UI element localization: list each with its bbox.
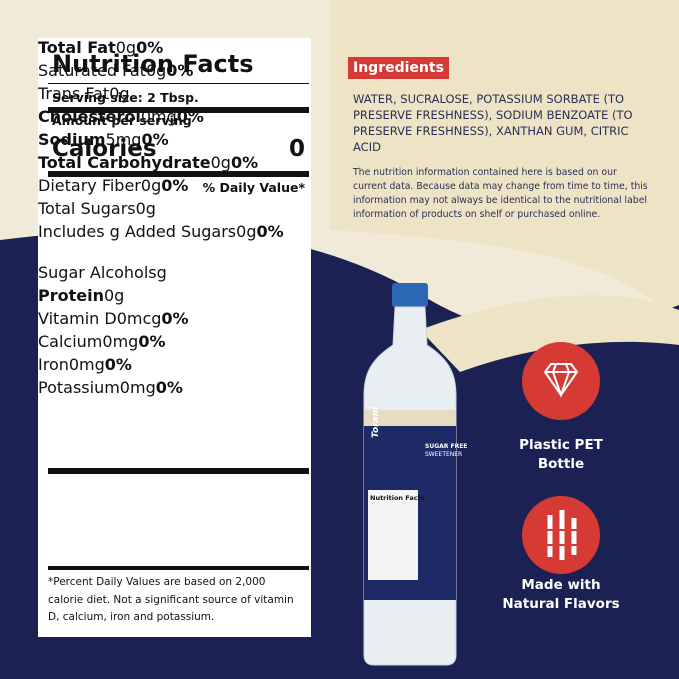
bottle-text: Nutrition Facts xyxy=(370,494,425,502)
nf-dv: 0% xyxy=(161,309,189,328)
feature-icon xyxy=(522,342,600,420)
nf-label: Total Carbohydrate xyxy=(38,153,211,172)
nf-amount: 0mg xyxy=(102,332,139,351)
nf-label: Potassium xyxy=(38,378,120,397)
nf-amount: 0g xyxy=(135,199,156,218)
nf-row: Sodium5mg0% xyxy=(38,130,311,153)
nf-amount: 0g xyxy=(103,286,125,305)
nf-label: Includes g Added Sugars xyxy=(38,222,237,241)
nf-dv: 0% xyxy=(230,153,259,172)
nf-label: Iron xyxy=(38,355,69,374)
nf-label: Total Sugars xyxy=(38,199,136,218)
nf-row: Calcium0mg0% xyxy=(38,332,311,355)
nf-label: Sodium xyxy=(38,130,106,149)
nf-row: Total Fat0g0% xyxy=(38,38,311,61)
disclaimer: The nutrition information contained here… xyxy=(353,167,648,220)
feature-label: Made with Natural Flavors xyxy=(502,577,620,612)
bottle-text: SWEETENER xyxy=(425,451,462,458)
ingredients-heading: Ingredients xyxy=(348,57,449,79)
calories-value: 0 xyxy=(288,136,305,162)
nf-label: Saturated Fat xyxy=(38,61,146,80)
nf-label: Trans Fat xyxy=(38,84,110,103)
nf-amount: 0g xyxy=(210,153,231,172)
nf-row: Dietary Fiber0g0% xyxy=(38,176,311,199)
diamond-icon xyxy=(543,363,579,399)
nf-label: Calcium xyxy=(38,332,103,351)
nf-label: Total Fat xyxy=(38,38,116,57)
dv-header: % Daily Value* xyxy=(202,180,305,195)
nf-row: Total Carbohydrate0g0% xyxy=(38,153,311,176)
feature-label: Plastic PET Bottle xyxy=(519,437,603,472)
nf-amount: 0mg xyxy=(68,355,105,374)
bottle-text: SUGAR FREE xyxy=(425,443,467,450)
nf-amount: g xyxy=(156,263,167,282)
nf-amount: 0g xyxy=(236,222,257,241)
nf-amount: 0mcg xyxy=(116,309,162,328)
nf-row: Trans Fat0g xyxy=(38,84,311,107)
bg-swoosh xyxy=(420,295,679,372)
nf-dv: 0% xyxy=(136,38,164,57)
nf-row: Saturated Fat0g0% xyxy=(38,61,311,84)
thick-rule xyxy=(48,566,309,570)
nf-row: Sugar Alcoholsg xyxy=(38,263,311,286)
calories-label: Calories xyxy=(52,136,157,162)
footnote: *Percent Daily Values are based on 2,000… xyxy=(48,576,294,623)
nutrition-panel: Nutrition Facts Serving size: 2 Tbsp. Am… xyxy=(38,38,311,637)
nf-label: Dietary Fiber xyxy=(38,176,141,195)
nf-amount: 5mg xyxy=(105,130,142,149)
nf-label: Vitamin D xyxy=(38,309,117,328)
nf-amount: 0g xyxy=(145,61,167,80)
nf-dv: 0% xyxy=(161,176,189,195)
nf-row: Total Sugars0g xyxy=(38,199,311,222)
bottle-brand: Torani xyxy=(371,406,381,438)
nf-amount: 0mg xyxy=(119,378,156,397)
nf-row: Protein0g xyxy=(38,286,311,309)
nf-dv: 0% xyxy=(141,130,169,149)
nf-row: Potassium0mg0% xyxy=(38,378,311,401)
thick-rule xyxy=(48,468,309,474)
nf-row: Includes g Added Sugars0g0% xyxy=(38,222,311,263)
serving-size: Serving size: 2 Tbsp. xyxy=(52,90,199,105)
nf-label: Protein xyxy=(38,286,104,305)
nf-dv: 0% xyxy=(138,332,166,351)
nf-dv: 0% xyxy=(256,222,284,241)
nf-amount: 0g xyxy=(140,176,162,195)
nf-dv: 0% xyxy=(155,378,183,397)
nf-label: Sugar Alcohols xyxy=(38,263,157,282)
nf-row: Iron0mg0% xyxy=(38,355,311,378)
bamboo-icon xyxy=(547,510,577,560)
nf-amount: 0g xyxy=(115,38,137,57)
nf-dv: 0% xyxy=(166,61,194,80)
nf-row: Vitamin D0mcg0% xyxy=(38,309,311,332)
nf-amount: 0g xyxy=(109,84,130,103)
bg-shade xyxy=(330,0,679,320)
ingredients-text: WATER, SUCRALOSE, POTASSIUM SORBATE (TO … xyxy=(353,92,633,154)
nf-title: Nutrition Facts xyxy=(52,50,254,78)
nf-dv: 0% xyxy=(104,355,132,374)
amount-per-serving: Amount per serving xyxy=(52,113,192,128)
bottle xyxy=(363,283,457,666)
